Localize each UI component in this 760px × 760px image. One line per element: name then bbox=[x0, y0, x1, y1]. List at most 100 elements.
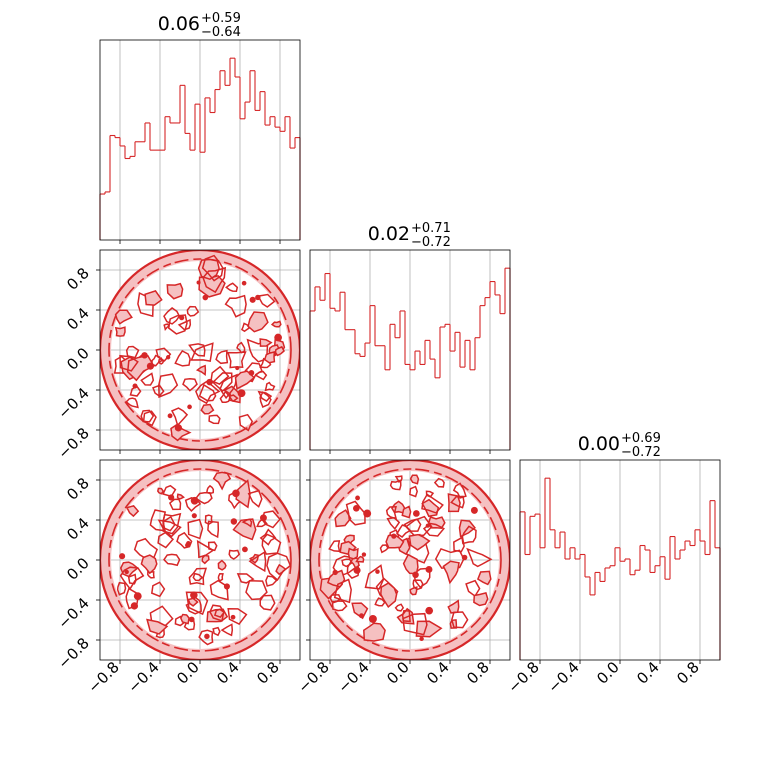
panel-frame bbox=[519, 459, 721, 661]
histogram-1-title-plus: +0.59 bbox=[201, 11, 241, 26]
contour-level bbox=[402, 612, 428, 636]
histogram-3-body bbox=[519, 459, 721, 664]
contour-peak bbox=[412, 571, 419, 579]
x-tick-label: 0.0 bbox=[383, 658, 413, 688]
histogram-3-title-value: 0.00 bbox=[578, 433, 620, 455]
contour-level bbox=[213, 608, 226, 618]
contour-level bbox=[212, 471, 232, 491]
contour-level bbox=[334, 509, 352, 528]
contour-level bbox=[257, 390, 273, 402]
contour-level bbox=[217, 559, 227, 571]
contour-level bbox=[451, 611, 469, 629]
contour-peak bbox=[141, 352, 148, 359]
x-tick-label: 0.4 bbox=[423, 658, 453, 688]
histogram-2-title-plus: +0.71 bbox=[411, 221, 451, 236]
contour-level bbox=[473, 591, 489, 607]
x-tick-label: 0.8 bbox=[463, 658, 493, 688]
contour-level bbox=[188, 343, 206, 357]
contour-peak bbox=[355, 495, 360, 501]
y-tick-labels: −0.8−0.40.00.40.8−0.8−0.40.00.40.8 bbox=[54, 264, 92, 672]
contour-panel-1-2 bbox=[96, 249, 301, 454]
contour-peak bbox=[470, 506, 478, 514]
contour-level bbox=[146, 618, 169, 635]
contour-peak bbox=[167, 413, 173, 419]
contour-peak bbox=[241, 280, 247, 286]
x-tick-label: −0.8 bbox=[504, 658, 542, 696]
contour-peak bbox=[461, 554, 468, 561]
contour-body bbox=[310, 460, 510, 660]
contour-peak bbox=[368, 614, 377, 623]
contour-level bbox=[270, 320, 282, 328]
contour-peak bbox=[196, 280, 201, 285]
contour-level bbox=[140, 409, 155, 423]
contour-level bbox=[226, 351, 247, 369]
histogram-panel-1: 0.06 +0.59 −0.64 bbox=[99, 11, 301, 244]
histogram-1-title-value: 0.06 bbox=[158, 13, 200, 35]
contour-level bbox=[188, 567, 208, 586]
contour-inner bbox=[108, 258, 292, 442]
contour-level bbox=[261, 533, 282, 555]
y-tick-label: 0.0 bbox=[63, 554, 93, 584]
contour-level bbox=[114, 309, 133, 325]
y-tick-label: 0.0 bbox=[63, 344, 93, 374]
contour-level bbox=[254, 370, 268, 381]
contour-peak bbox=[359, 613, 364, 619]
contour-level bbox=[415, 620, 443, 638]
contour-level bbox=[155, 347, 172, 362]
contour-peak bbox=[186, 541, 191, 546]
contour-peak bbox=[255, 294, 261, 301]
contour-peak bbox=[190, 496, 199, 505]
contour-level bbox=[329, 594, 342, 603]
contour-level bbox=[224, 294, 247, 318]
contour-peak bbox=[375, 569, 380, 574]
contour-level bbox=[379, 544, 389, 554]
histogram-1-title-minus: −0.64 bbox=[201, 25, 241, 40]
histogram-3-title-minus: −0.72 bbox=[621, 445, 661, 460]
contour-level bbox=[215, 349, 229, 365]
x-tick-label: 0.4 bbox=[213, 658, 243, 688]
contour-level bbox=[386, 517, 401, 531]
panel-frame bbox=[99, 459, 301, 661]
contour-peak bbox=[425, 566, 433, 573]
contour-level bbox=[345, 500, 366, 526]
histogram-2-title-minus: −0.72 bbox=[411, 235, 451, 250]
contour-level bbox=[259, 391, 272, 408]
contour-level bbox=[219, 373, 238, 400]
contour-level bbox=[347, 547, 359, 560]
contour-peak bbox=[168, 494, 175, 501]
contour-level bbox=[232, 518, 257, 541]
contour-level bbox=[140, 554, 158, 575]
x-tick-label: −0.4 bbox=[334, 658, 372, 696]
y-tick-label: −0.4 bbox=[54, 384, 92, 422]
contour-fill-ring bbox=[100, 460, 300, 660]
contour-level bbox=[210, 365, 230, 385]
contour-peak bbox=[412, 510, 420, 517]
contour-level bbox=[209, 579, 229, 601]
contour-fill-ring bbox=[310, 460, 510, 660]
panel-frame bbox=[99, 249, 301, 451]
contour-level bbox=[452, 482, 467, 499]
contour-level bbox=[401, 610, 411, 623]
contour-level bbox=[200, 403, 215, 415]
contour-peak bbox=[202, 294, 209, 301]
contour-level bbox=[328, 540, 341, 553]
contour-level bbox=[363, 622, 386, 642]
y-tick-label: −0.8 bbox=[54, 634, 92, 672]
contour-level bbox=[442, 560, 460, 585]
contour-level bbox=[274, 345, 285, 357]
contour-peak bbox=[249, 296, 256, 303]
contour-level bbox=[163, 553, 181, 567]
contour-level bbox=[389, 479, 402, 491]
contour-level bbox=[168, 498, 182, 511]
contour-level bbox=[240, 322, 251, 333]
contour-level bbox=[162, 484, 177, 498]
contour-level bbox=[412, 579, 424, 591]
contour-peak bbox=[235, 365, 240, 371]
contour-level bbox=[409, 474, 420, 485]
contour-level bbox=[220, 623, 234, 637]
contour-level bbox=[259, 594, 276, 611]
contour-level bbox=[133, 537, 159, 559]
contour-peak bbox=[187, 404, 192, 410]
contour-level bbox=[238, 413, 254, 432]
